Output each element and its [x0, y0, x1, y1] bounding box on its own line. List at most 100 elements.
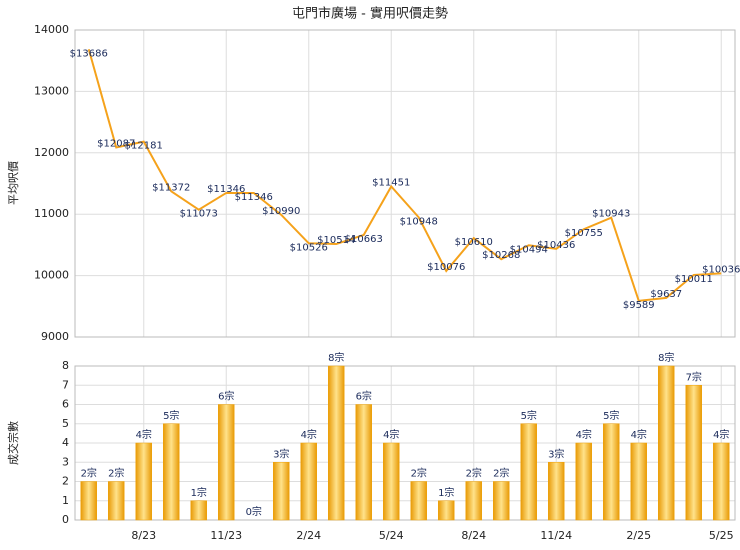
bar: [713, 442, 730, 521]
data-label: $13686: [70, 48, 108, 59]
data-label: $10268: [482, 250, 520, 261]
y-tick-label: 6: [62, 398, 69, 411]
y-tick-label: 10000: [34, 269, 69, 282]
bar: [575, 442, 592, 521]
data-label: $9637: [650, 289, 682, 300]
data-label: $12087: [97, 138, 135, 149]
bar: [658, 365, 675, 521]
data-label: 5宗: [163, 409, 179, 422]
data-label: 8宗: [658, 351, 674, 364]
line: [87, 49, 722, 302]
plot-frame: [74, 365, 736, 521]
y-tick-label: 9000: [41, 330, 69, 343]
x-tick-label: 5/24: [379, 529, 404, 542]
bar: [685, 385, 702, 521]
bar: [163, 423, 180, 521]
y-tick-label: 2: [62, 475, 69, 488]
data-label: $11372: [152, 182, 190, 193]
x-tick-label: 2/25: [626, 529, 651, 542]
bar: [300, 442, 317, 521]
data-label: 1宗: [438, 486, 454, 499]
data-label: $10036: [702, 264, 740, 275]
data-label: $10990: [262, 206, 300, 217]
y-tick-label: 4: [62, 436, 69, 449]
data-label: 6宗: [356, 390, 372, 403]
x-tick-label: 2/24: [296, 529, 321, 542]
y-tick-label: 8: [62, 359, 69, 372]
data-label: 2宗: [493, 467, 509, 480]
bar: [465, 481, 482, 521]
bar: [273, 462, 290, 521]
data-label: 8宗: [328, 351, 344, 364]
bar: [328, 365, 345, 521]
data-label: 3宗: [548, 447, 564, 460]
data-label: $11451: [372, 178, 410, 189]
y-tick-label: 0: [62, 513, 69, 526]
bar: [520, 423, 537, 521]
y-axis-label: 成交宗數: [6, 421, 20, 465]
y-tick-label: 5: [62, 417, 69, 430]
data-label: 5宗: [603, 409, 619, 422]
data-label: $11346: [235, 192, 273, 203]
data-label: $10076: [427, 262, 465, 273]
data-label: 1宗: [191, 486, 207, 499]
data-label: $10436: [537, 240, 575, 251]
chart-title: 屯門市廣場 - 實用呎價走勢: [292, 6, 448, 22]
y-tick-label: 12000: [34, 146, 69, 159]
bar: [135, 442, 152, 521]
x-tick-label: 8/24: [461, 529, 486, 542]
data-label: $10948: [400, 216, 438, 227]
y-tick-label: 13000: [34, 84, 69, 97]
data-label: 6宗: [218, 390, 234, 403]
data-label: $10755: [565, 228, 603, 239]
data-label: $10663: [345, 234, 383, 245]
x-tick-label: 11/23: [210, 529, 242, 542]
x-tick-label: 11/24: [540, 529, 572, 542]
y-tick-label: 3: [62, 455, 69, 468]
data-label: 4宗: [576, 428, 592, 441]
data-label: 2宗: [108, 467, 124, 480]
data-label: 4宗: [136, 428, 152, 441]
bar: [80, 481, 97, 521]
y-tick-label: 11000: [34, 207, 69, 220]
y-tick-label: 14000: [34, 23, 69, 36]
data-label: $12181: [125, 141, 163, 152]
data-label: 2宗: [411, 467, 427, 480]
data-label: $10514: [317, 235, 355, 246]
plot-frame: [74, 29, 736, 338]
data-label: 4宗: [631, 428, 647, 441]
x-tick-label: 5/25: [709, 529, 734, 542]
y-axis-label: 平均呎價: [6, 161, 20, 205]
data-label: 2宗: [466, 467, 482, 480]
data-label: 2宗: [81, 467, 97, 480]
data-label: $11073: [180, 209, 218, 220]
y-tick-label: 1: [62, 494, 69, 507]
data-label: 4宗: [301, 428, 317, 441]
bar: [218, 404, 235, 521]
data-label: 7宗: [686, 370, 702, 383]
bar: [438, 500, 455, 521]
x-tick-label: 8/23: [131, 529, 156, 542]
data-label: $9589: [623, 300, 655, 311]
data-label: 4宗: [713, 428, 729, 441]
bar: [355, 404, 372, 521]
bar: [630, 442, 647, 521]
data-label: $10610: [455, 237, 493, 248]
data-label: 0宗: [246, 505, 262, 518]
y-tick-label: 7: [62, 378, 69, 391]
bar: [190, 500, 207, 521]
bar: [383, 442, 400, 521]
bar: [548, 462, 565, 521]
bar: [410, 481, 427, 521]
data-label: $10526: [290, 242, 328, 253]
data-label: 3宗: [273, 447, 289, 460]
bar: [493, 481, 510, 521]
data-label: $10011: [675, 274, 713, 285]
data-label: 4宗: [383, 428, 399, 441]
data-label: 5宗: [521, 409, 537, 422]
bar: [603, 423, 620, 521]
data-label: $10943: [592, 209, 630, 220]
data-label: $11346: [207, 184, 245, 195]
bar: [108, 481, 125, 521]
